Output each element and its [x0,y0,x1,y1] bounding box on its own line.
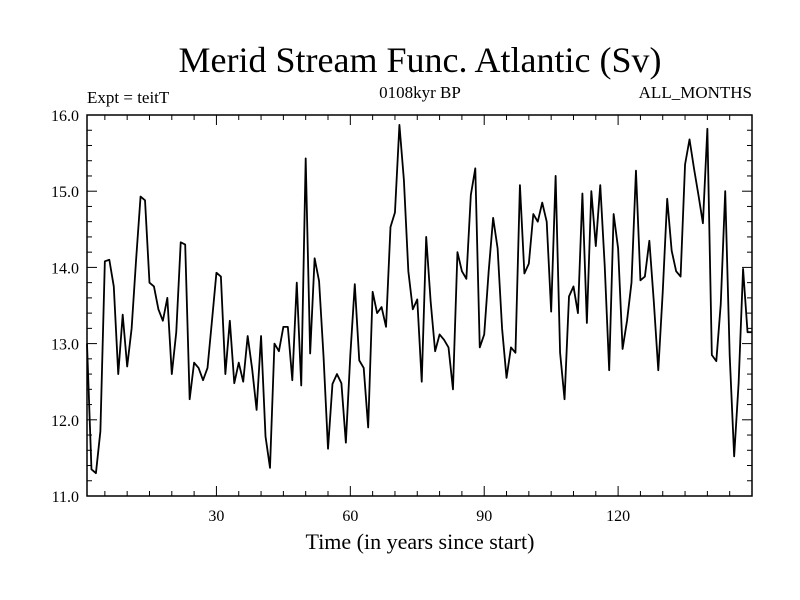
x-axis-label: Time (in years since start) [306,529,535,554]
months-label: ALL_MONTHS [639,83,752,102]
chart-subtitle: 0108kyr BP [379,83,461,102]
plot-area: 11.0 12.0 13.0 14.0 15.0 16.0 30 60 90 120 [51,108,753,525]
experiment-label: Expt = teitT [87,88,170,107]
y-tick-label: 12.0 [51,413,79,430]
x-tick-label: 30 [208,508,224,525]
x-tick-label: 90 [476,508,492,525]
y-tick-label: 14.0 [51,260,79,277]
y-tick-label: 16.0 [51,108,79,125]
series-line [86,124,752,475]
chart-title: Merid Stream Func. Atlantic (Sv) [179,40,662,80]
y-tick-label: 15.0 [51,184,79,201]
x-tick-label: 120 [606,508,630,525]
y-tick-label: 13.0 [51,337,79,354]
y-tick-label: 11.0 [52,489,79,506]
plot-frame [86,114,753,497]
x-tick-label: 60 [342,508,358,525]
